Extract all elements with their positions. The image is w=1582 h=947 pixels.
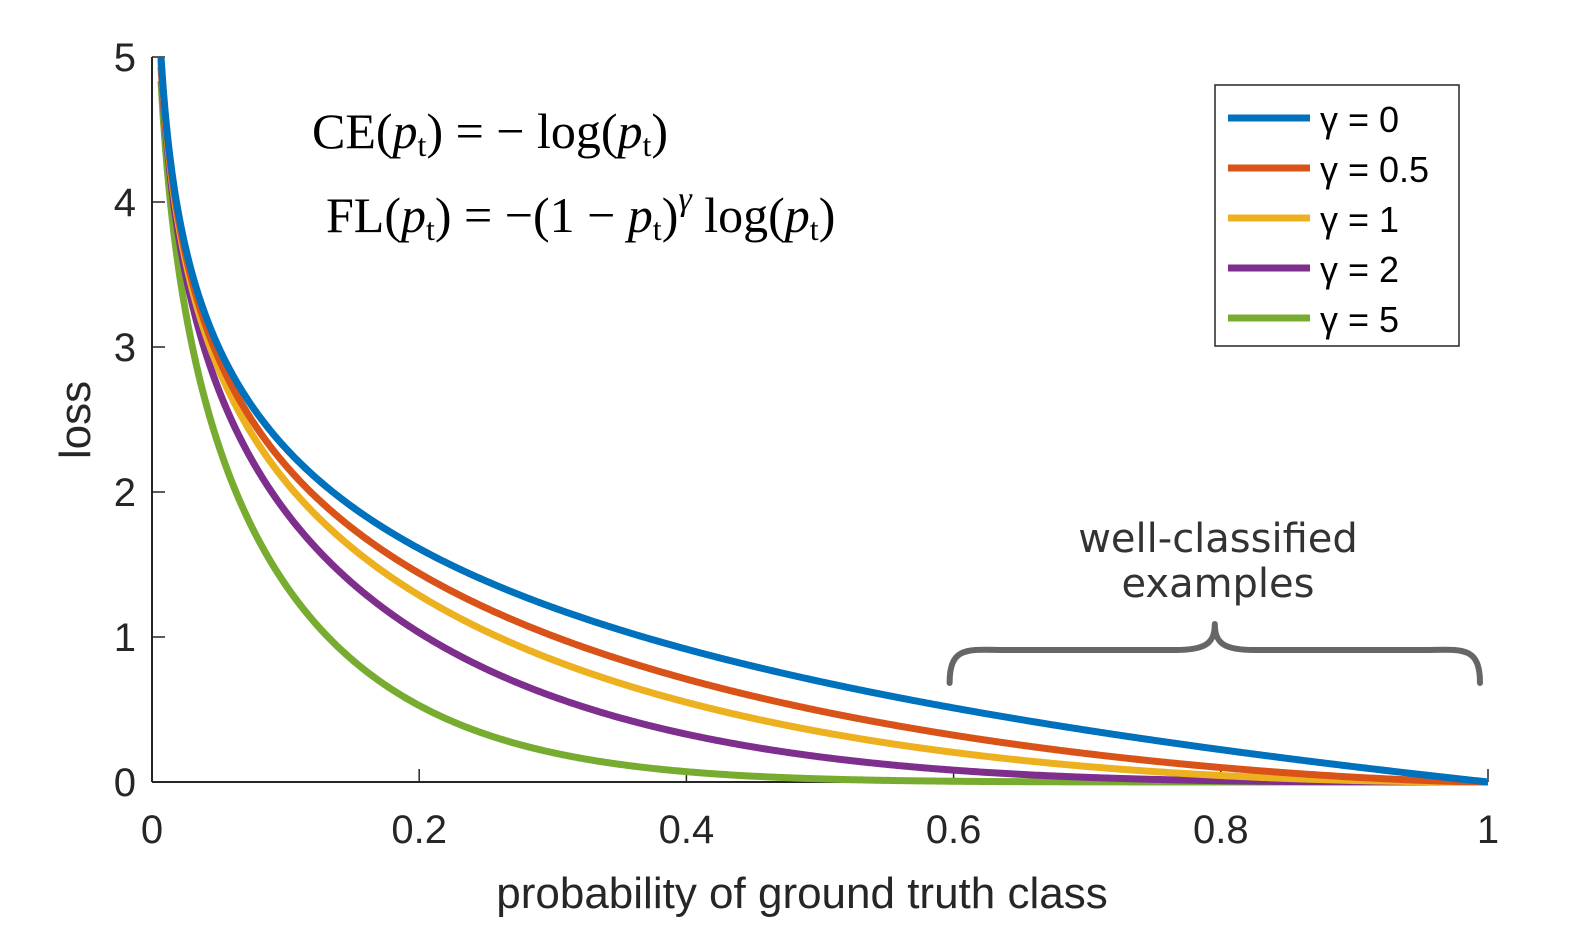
series-line: [157, 61, 1490, 786]
y-tick-label: 2: [114, 471, 136, 515]
x-tick-label: 0.4: [659, 808, 715, 852]
x-axis-label: probability of ground truth class: [496, 869, 1107, 918]
y-tick-label: 1: [114, 616, 136, 660]
legend-label: γ = 1: [1320, 199, 1399, 240]
legend-label: γ = 0.5: [1320, 149, 1429, 190]
y-axis-label: loss: [51, 381, 100, 459]
annotation-line-2: examples: [1121, 561, 1314, 607]
legend-label: γ = 5: [1320, 299, 1399, 340]
legend: γ = 0 γ = 0.5 γ = 1 γ = 2 γ = 5: [1214, 84, 1460, 347]
x-tick-label: 0.8: [1193, 808, 1249, 852]
x-tick-label: 0: [141, 808, 163, 852]
axis-tick-labels: 0 0.2 0.4 0.6 0.8 1 0 1 2 3 4 5: [114, 36, 1499, 852]
x-tick-label: 0.2: [391, 808, 447, 852]
y-tick-label: 5: [114, 36, 136, 80]
loss-curves: [157, 56, 1490, 786]
x-tick-label: 0.6: [926, 808, 982, 852]
y-tick-label: 3: [114, 326, 136, 370]
legend-label: γ = 0: [1320, 99, 1399, 140]
ce-formula: CE(pt) = − log(pt): [312, 103, 668, 163]
well-classified-brace: [946, 621, 1483, 686]
series-line: [157, 59, 1490, 786]
series-line: [157, 56, 1490, 786]
x-tick-label: 1: [1477, 808, 1499, 852]
fl-formula: FL(pt) = −(1 − pt)γ log(pt): [326, 181, 835, 247]
annotation-line-1: well-classified: [1078, 516, 1358, 562]
y-tick-label: 4: [114, 181, 136, 225]
series-line: [157, 66, 1490, 786]
legend-label: γ = 2: [1320, 249, 1399, 290]
y-tick-label: 0: [114, 761, 136, 805]
